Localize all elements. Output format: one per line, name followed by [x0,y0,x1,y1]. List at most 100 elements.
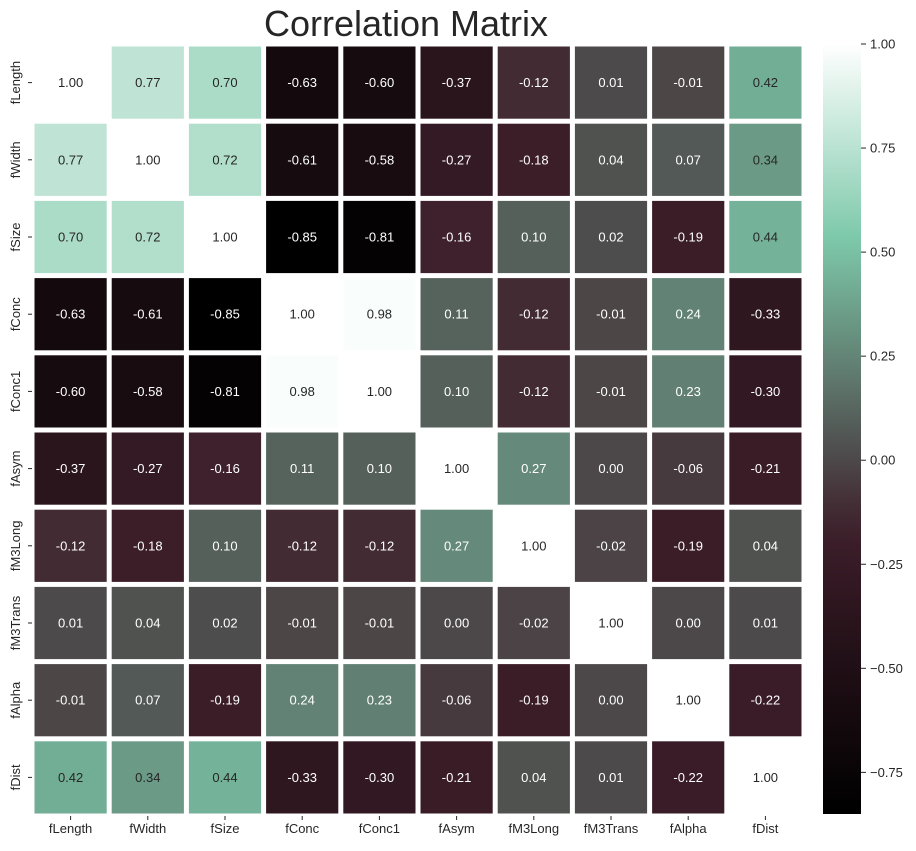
y-tick-label-fWidth: fWidth [8,141,23,178]
heatmap-cell-fAsym-fSize [188,432,262,505]
cell-value-label: -0.19 [673,538,703,553]
heatmap-cell-fConc-fM3Long [497,278,570,351]
heatmap-cell-fSize-fWidth [111,200,184,274]
heatmap-cell-fConc1-fConc [266,355,339,428]
heatmap-cell-fConc-fM3Trans [574,278,648,351]
cell-value-label: 0.24 [676,307,701,322]
cell-value-label: 0.72 [212,152,237,167]
x-tick-label-fWidth: fWidth [129,821,166,836]
y-tick-label-fAsym: fAsym [8,451,23,487]
colorbar: 1.00 0.75 0.50 0.25 0.00 −0.25 −0.50 −0.75 [823,37,903,814]
heatmap-cell-fAsym-fDist [729,432,802,505]
cell-value-label: 0.04 [598,152,623,167]
heatmap-cell-fLength-fConc [266,46,339,119]
colorbar-tick-label: 0.00 [870,453,895,468]
y-tick-label-fM3Trans: fM3Trans [8,595,23,650]
cell-value-label: 0.98 [367,307,392,322]
cell-value-label: -0.12 [519,307,549,322]
cell-value-label: 0.10 [367,461,392,476]
cell-value-label: -0.12 [287,538,317,553]
cell-value-label: 0.01 [598,75,623,90]
colorbar-tick-label: −0.25 [870,557,903,572]
cell-value-label: -0.12 [365,538,395,553]
heatmap-cell-fDist-fDist [729,741,802,814]
cell-value-label: -0.12 [519,384,549,399]
heatmap-cell-fWidth-fWidth [111,123,184,196]
cell-value-label: 1.00 [58,75,83,90]
cell-value-label: 0.34 [135,770,160,785]
heatmap-cell-fLength-fM3Trans [574,46,648,119]
heatmap-cell-fAsym-fAlpha [652,432,725,505]
cell-value-label: -0.63 [56,307,86,322]
heatmap-cells: 1.00 0.77 0.70 -0.63 -0.60 -0.37 -0.12 0.01 -0.0… [34,46,802,814]
heatmap-cell-fDist-fConc [266,741,339,814]
heatmap-cell-fLength-fDist [729,46,802,119]
cell-value-label: -0.22 [673,770,703,785]
heatmap-cell-fLength-fWidth [111,46,184,119]
cell-value-label: -0.16 [210,461,240,476]
cell-value-label: -0.58 [365,152,395,167]
cell-value-label: 0.00 [444,616,469,631]
cell-value-label: 1.00 [444,461,469,476]
heatmap-cell-fAsym-fM3Trans [574,432,648,505]
cell-value-label: -0.01 [287,616,317,631]
heatmap-cell-fConc1-fWidth [111,355,184,428]
heatmap-cell-fSize-fSize [188,200,262,274]
heatmap-cell-fSize-fM3Trans [574,200,648,274]
colorbar-gradient [823,44,861,814]
heatmap-cell-fAlpha-fM3Trans [574,664,648,737]
cell-value-label: 1.00 [290,307,315,322]
cell-value-label: 0.23 [367,693,392,708]
heatmap-cell-fM3Trans-fWidth [111,586,184,660]
cell-value-label: 0.98 [290,384,315,399]
cell-value-label: 0.10 [212,538,237,553]
cell-value-label: -0.19 [673,230,703,245]
heatmap-cell-fConc1-fDist [729,355,802,428]
heatmap-cell-fWidth-fDist [729,123,802,196]
heatmap-cell-fM3Trans-fLength [34,586,107,660]
cell-value-label: -0.02 [596,538,626,553]
cell-value-label: 0.70 [58,230,83,245]
cell-value-label: -0.85 [210,307,240,322]
cell-value-label: 0.42 [58,770,83,785]
heatmap-cell-fWidth-fLength [34,123,107,196]
x-tick-label-fM3Trans: fM3Trans [584,821,639,836]
colorbar-tick-label: −0.75 [870,765,903,780]
cell-value-label: -0.30 [751,384,781,399]
heatmap-cell-fWidth-fConc [266,123,339,196]
x-tick-label-fM3Long: fM3Long [509,821,560,836]
heatmap-cell-fM3Long-fM3Trans [574,509,648,582]
heatmap-cell-fWidth-fSize [188,123,262,196]
cell-value-label: 0.02 [598,230,623,245]
heatmap-cell-fM3Trans-fM3Trans [574,586,648,660]
heatmap-cell-fSize-fAlpha [652,200,725,274]
heatmap-cell-fM3Long-fConc1 [343,509,416,582]
cell-value-label: 1.00 [367,384,392,399]
cell-value-label: 0.00 [598,461,623,476]
cell-value-label: -0.60 [365,75,395,90]
cell-value-label: 1.00 [521,538,546,553]
heatmap-cell-fM3Trans-fM3Long [497,586,570,660]
heatmap-cell-fM3Trans-fConc [266,586,339,660]
heatmap-cell-fWidth-fAsym [420,123,493,196]
heatmap-cell-fDist-fAlpha [652,741,725,814]
heatmap-cell-fAsym-fConc [266,432,339,505]
heatmap-cell-fDist-fWidth [111,741,184,814]
cell-value-label: -0.21 [442,770,472,785]
heatmap-cell-fDist-fM3Trans [574,741,648,814]
colorbar-tick-label: 0.25 [870,349,895,364]
cell-value-label: -0.01 [596,384,626,399]
heatmap-cell-fAlpha-fWidth [111,664,184,737]
heatmap-cell-fConc-fConc [266,278,339,351]
x-tick-label-fDist: fDist [752,821,778,836]
heatmap-cell-fM3Long-fAlpha [652,509,725,582]
cell-value-label: -0.60 [56,384,86,399]
cell-value-label: -0.85 [287,230,317,245]
cell-value-label: 0.01 [598,770,623,785]
cell-value-label: 0.44 [212,770,237,785]
cell-value-label: 1.00 [676,693,701,708]
cell-value-label: 0.42 [753,75,778,90]
heatmap-cell-fSize-fLength [34,200,107,274]
